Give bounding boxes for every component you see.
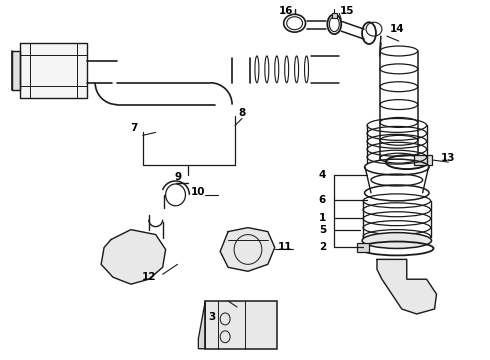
Text: 7: 7: [130, 123, 138, 134]
Text: 5: 5: [319, 225, 326, 235]
Bar: [205, 301, 277, 349]
Text: 3: 3: [209, 312, 216, 322]
Ellipse shape: [362, 233, 432, 248]
Bar: [414, 155, 432, 165]
Polygon shape: [198, 301, 205, 349]
Text: 9: 9: [175, 172, 182, 182]
Text: 8: 8: [239, 108, 245, 117]
Text: 12: 12: [142, 272, 156, 282]
Text: 2: 2: [319, 243, 326, 252]
Bar: [332, 13, 337, 18]
Text: 15: 15: [340, 6, 354, 16]
Text: 10: 10: [191, 187, 206, 197]
Polygon shape: [101, 230, 166, 284]
Text: 1: 1: [319, 213, 326, 223]
Polygon shape: [20, 43, 87, 98]
Text: 11: 11: [277, 243, 292, 252]
Text: 16: 16: [278, 6, 293, 16]
Polygon shape: [220, 228, 275, 271]
Text: 14: 14: [390, 24, 404, 34]
Polygon shape: [12, 51, 20, 90]
Text: 4: 4: [318, 170, 326, 180]
Polygon shape: [377, 260, 437, 314]
Text: 6: 6: [319, 195, 326, 205]
Bar: [357, 243, 369, 252]
Text: 13: 13: [441, 153, 456, 163]
